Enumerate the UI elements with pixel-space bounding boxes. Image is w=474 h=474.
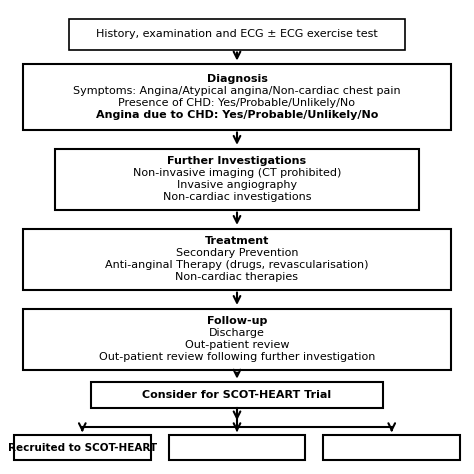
- Text: Diagnosis: Diagnosis: [207, 74, 267, 84]
- FancyBboxPatch shape: [55, 148, 419, 210]
- FancyBboxPatch shape: [91, 383, 383, 408]
- FancyBboxPatch shape: [14, 435, 151, 460]
- FancyBboxPatch shape: [169, 435, 305, 460]
- Text: Out-patient review following further investigation: Out-patient review following further inv…: [99, 352, 375, 362]
- Text: Out-patient review: Out-patient review: [185, 340, 289, 350]
- Text: Further Investigations: Further Investigations: [167, 156, 307, 166]
- Text: Invasive angiography: Invasive angiography: [177, 180, 297, 190]
- Text: Presence of CHD: Yes/Probable/Unlikely/No: Presence of CHD: Yes/Probable/Unlikely/N…: [118, 98, 356, 108]
- Text: Anti-anginal Therapy (drugs, revascularisation): Anti-anginal Therapy (drugs, revasculari…: [105, 260, 369, 270]
- Text: Recruited to SCOT-HEART: Recruited to SCOT-HEART: [8, 443, 157, 453]
- FancyBboxPatch shape: [23, 309, 451, 370]
- Text: Secondary Prevention: Secondary Prevention: [176, 248, 298, 258]
- FancyBboxPatch shape: [23, 64, 451, 129]
- FancyBboxPatch shape: [23, 228, 451, 290]
- Text: Symptoms: Angina/Atypical angina/Non-cardiac chest pain: Symptoms: Angina/Atypical angina/Non-car…: [73, 86, 401, 96]
- FancyBboxPatch shape: [69, 19, 405, 49]
- Text: Treatment: Treatment: [205, 237, 269, 246]
- Text: Angina due to CHD: Yes/Probable/Unlikely/No: Angina due to CHD: Yes/Probable/Unlikely…: [96, 109, 378, 119]
- Text: Non-cardiac therapies: Non-cardiac therapies: [175, 272, 299, 282]
- Text: History, examination and ECG ± ECG exercise test: History, examination and ECG ± ECG exerc…: [96, 29, 378, 39]
- Text: Discharge: Discharge: [209, 328, 265, 338]
- Text: Non-cardiac investigations: Non-cardiac investigations: [163, 192, 311, 202]
- Text: Non-invasive imaging (CT prohibited): Non-invasive imaging (CT prohibited): [133, 168, 341, 178]
- Text: Consider for SCOT-HEART Trial: Consider for SCOT-HEART Trial: [143, 390, 331, 400]
- Text: Follow-up: Follow-up: [207, 317, 267, 327]
- FancyBboxPatch shape: [323, 435, 460, 460]
